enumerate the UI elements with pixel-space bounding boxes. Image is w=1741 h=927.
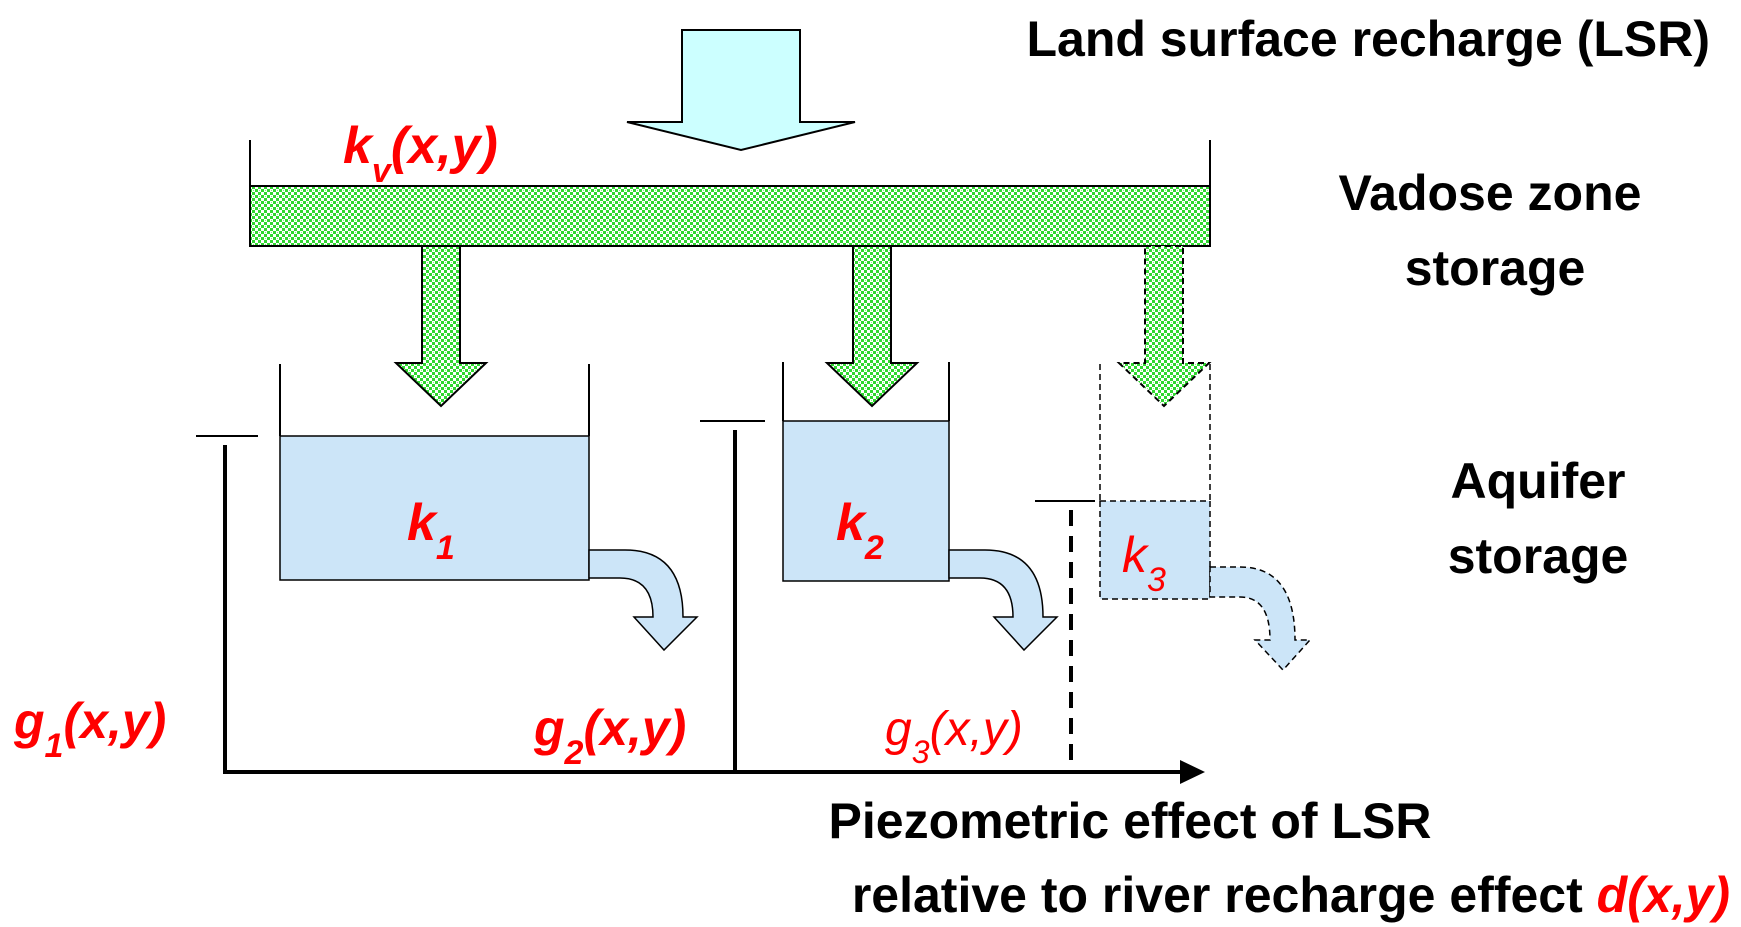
reservoir-3-water — [1099, 500, 1211, 600]
vadose-to-k2-arrow — [824, 245, 920, 408]
vadose-to-k3-arrow — [1116, 245, 1212, 408]
k1-label: k1 — [407, 494, 455, 567]
reservoir-1-water — [279, 435, 590, 581]
axis-arrowhead — [1180, 760, 1205, 784]
k2-label: k2 — [836, 494, 884, 567]
vadose-zone-storage — [249, 185, 1211, 247]
reservoir-2-outflow-arrow — [948, 549, 1059, 652]
aquifer-storage-label: storage — [1448, 528, 1629, 584]
g1-label: g1(x,y) — [13, 693, 166, 765]
vadose-zone-label: Vadose zone — [1339, 165, 1642, 221]
axis-caption-line2: relative to river recharge effect d(x,y) — [852, 867, 1730, 923]
lsr-title: Land surface recharge (LSR) — [1026, 11, 1710, 67]
g2-label: g2(x,y) — [533, 700, 686, 772]
lsr-inflow-arrow — [626, 29, 856, 152]
kv-label: kv(x,y) — [343, 117, 498, 190]
reservoir-2-water — [782, 420, 950, 582]
g3-label: g3(x,y) — [885, 703, 1023, 770]
axis-caption-line1: Piezometric effect of LSR — [829, 793, 1432, 849]
reservoir-3-outflow-arrow — [1209, 566, 1312, 672]
aquifer-label: Aquifer — [1451, 453, 1626, 509]
reservoir-1-outflow-arrow — [588, 549, 699, 652]
vadose-to-k1-arrow — [393, 245, 489, 408]
vadose-storage-label: storage — [1405, 240, 1586, 296]
k3-label: k3 — [1122, 527, 1166, 599]
